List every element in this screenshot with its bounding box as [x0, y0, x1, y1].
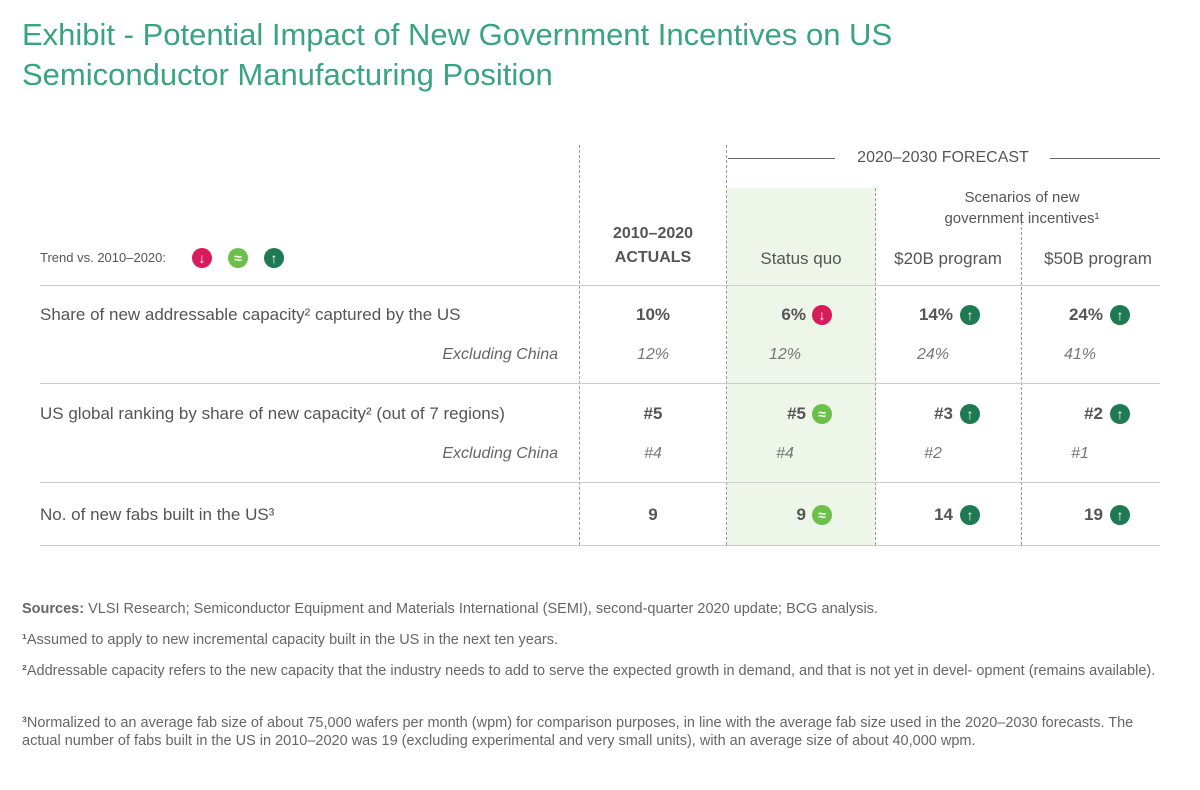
trend-icon: ≈ — [812, 505, 832, 525]
trend-icon: ↑ — [960, 404, 980, 424]
sources-text: VLSI Research; Semiconductor Equipment a… — [88, 601, 878, 617]
trend-icon: ↓ — [812, 305, 832, 325]
sub-value: 12% — [636, 346, 670, 363]
actuals-header: ACTUALS — [614, 249, 692, 266]
footnote: ³Normalized to an average fab size of ab… — [22, 714, 1172, 750]
forecast-header: 2020–2030 FORECAST — [857, 149, 1029, 166]
footnote-marker: ³ — [22, 715, 27, 731]
cell-value: 14% — [918, 305, 953, 324]
actuals-header: 2010–2020 — [612, 225, 694, 242]
program-header: $50B program — [1044, 249, 1152, 268]
cell-value: #5 — [787, 404, 806, 423]
sub-label: Excluding China — [442, 445, 558, 462]
trend-icon: ↑ — [1110, 305, 1130, 325]
cell-value: 10% — [635, 305, 671, 324]
divider — [1021, 212, 1022, 545]
sub-value: #4 — [776, 445, 794, 462]
sub-value: 41% — [1063, 346, 1097, 363]
title: Exhibit - Potential Impact of New Govern… — [22, 17, 893, 52]
scenarios-header: Scenarios of new — [964, 189, 1080, 206]
trend-icon: ≈ — [228, 248, 248, 268]
sub-value: 24% — [916, 346, 950, 363]
footnote: ²Addressable capacity refers to the new … — [22, 662, 1172, 680]
trend-icon: ↑ — [1110, 404, 1130, 424]
cell-value: 19 — [1084, 505, 1103, 524]
row-rule — [40, 383, 1160, 384]
program-header: $20B program — [894, 249, 1002, 268]
sub-value: 12% — [768, 346, 802, 363]
row-rule — [40, 482, 1160, 483]
footnote-text: Assumed to apply to new incremental capa… — [26, 632, 558, 648]
forecast-rule — [728, 158, 835, 159]
row-rule — [40, 285, 1160, 286]
footnote-marker: ¹ — [22, 632, 27, 648]
cell-value: 9 — [648, 505, 658, 524]
trend-legend-label: Trend vs. 2010–2020: — [40, 250, 166, 265]
sub-value: #2 — [924, 445, 942, 462]
footnote-text: Addressable capacity refers to the new c… — [26, 663, 1156, 679]
cell-value: #5 — [643, 404, 663, 423]
cell-value: 24% — [1068, 305, 1103, 324]
trend-legend: ↓ ≈ ↑ — [192, 248, 300, 268]
divider — [875, 188, 876, 545]
trend-icon: ↑ — [1110, 505, 1130, 525]
sub-label: Excluding China — [442, 346, 558, 363]
cell-value: #2 — [1084, 404, 1103, 423]
status-quo-header: Status quo — [760, 249, 842, 268]
cell-value: #3 — [934, 404, 953, 423]
trend-icon: ↑ — [960, 305, 980, 325]
trend-icon: ↓ — [192, 248, 212, 268]
row-rule — [40, 545, 1160, 546]
sources: Sources: VLSI Research; Semiconductor Eq… — [22, 600, 1172, 618]
sub-value: #1 — [1071, 445, 1089, 462]
trend-icon: ↑ — [960, 505, 980, 525]
sources-label: Sources: — [22, 601, 85, 617]
row-label: Share of new addressable capacity² captu… — [40, 305, 461, 324]
row-label: No. of new fabs built in the US³ — [40, 505, 275, 524]
cell-value: 6% — [781, 305, 806, 324]
status-quo-highlight — [727, 188, 876, 545]
divider — [579, 145, 580, 545]
cell-value: 14 — [934, 505, 953, 524]
trend-icon: ≈ — [812, 404, 832, 424]
cell-value: 9 — [796, 505, 806, 524]
sub-value: #4 — [644, 445, 662, 462]
forecast-rule — [1050, 158, 1160, 159]
title: Semiconductor Manufacturing Position — [22, 57, 553, 92]
footnote-text: Normalized to an average fab size of abo… — [22, 715, 1134, 749]
trend-icon: ↑ — [264, 248, 284, 268]
footnote: ¹Assumed to apply to new incremental cap… — [22, 631, 1172, 649]
divider — [726, 145, 727, 545]
footnote-marker: ² — [22, 663, 27, 679]
row-label: US global ranking by share of new capaci… — [40, 404, 505, 423]
scenarios-header: government incentives¹ — [944, 210, 1100, 227]
